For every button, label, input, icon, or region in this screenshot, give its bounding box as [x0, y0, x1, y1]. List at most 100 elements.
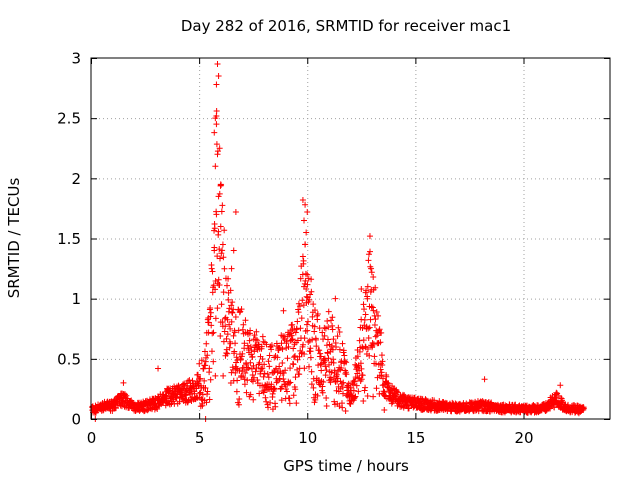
data-point [264, 371, 271, 378]
data-point [273, 365, 280, 372]
data-point [261, 370, 268, 377]
data-point [221, 328, 228, 335]
data-point [215, 228, 222, 235]
data-point [359, 372, 366, 379]
data-point [370, 341, 377, 348]
data-point [273, 379, 280, 386]
data-point [218, 208, 225, 215]
data-point [366, 233, 373, 240]
data-point [248, 347, 255, 354]
data-point [330, 336, 337, 343]
data-point [196, 360, 203, 367]
data-point [381, 406, 388, 413]
data-point [242, 317, 249, 324]
data-point [218, 301, 225, 308]
data-point [331, 367, 338, 374]
data-point [301, 283, 308, 290]
data-point [329, 346, 336, 353]
data-point [352, 393, 359, 400]
data-point [303, 229, 310, 236]
data-point [238, 306, 245, 313]
y-tick-label: 2 [71, 170, 81, 188]
data-point [368, 269, 375, 276]
data-point [265, 358, 272, 365]
data-point [239, 326, 246, 333]
data-point [301, 335, 308, 342]
data-point [302, 201, 309, 208]
data-point [365, 251, 372, 258]
data-point [235, 401, 242, 408]
data-point [208, 322, 215, 329]
data-point [210, 358, 217, 365]
data-point [369, 304, 376, 311]
data-point [323, 367, 330, 374]
data-point [215, 193, 222, 200]
data-point [260, 388, 267, 395]
data-point [289, 360, 296, 367]
data-point [220, 338, 227, 345]
data-point [280, 307, 287, 314]
data-point [250, 396, 257, 403]
data-point [317, 353, 324, 360]
data-point [375, 312, 382, 319]
data-point [368, 303, 375, 310]
data-point [253, 365, 260, 372]
data-point [219, 241, 226, 248]
data-point [259, 365, 266, 372]
data-point [270, 385, 277, 392]
data-point [456, 408, 463, 415]
data-point [279, 359, 286, 366]
data-point [308, 276, 315, 283]
data-point [217, 223, 224, 230]
y-tick-label: 1 [71, 290, 81, 308]
data-point [553, 389, 560, 396]
data-point [378, 329, 385, 336]
data-point [360, 397, 367, 404]
data-point [334, 333, 341, 340]
data-point [251, 332, 258, 339]
data-point [230, 247, 237, 254]
data-point [229, 299, 236, 306]
data-point [368, 265, 375, 272]
data-point [329, 314, 336, 321]
data-point [250, 362, 257, 369]
data-point [317, 361, 324, 368]
data-point [213, 107, 220, 114]
data-point [328, 317, 335, 324]
data-point [210, 282, 217, 289]
data-point [242, 370, 249, 377]
data-point [254, 337, 261, 344]
data-point [322, 372, 329, 379]
data-point [294, 356, 301, 363]
data-point [362, 311, 369, 318]
data-points [89, 61, 587, 422]
data-point [241, 381, 248, 388]
y-tick-label: 2.5 [57, 110, 81, 128]
data-point [202, 384, 209, 391]
data-point [358, 365, 365, 372]
data-point [203, 399, 210, 406]
data-point [282, 367, 289, 374]
data-point [202, 362, 209, 369]
data-point [394, 389, 401, 396]
data-point [199, 402, 206, 409]
data-point [212, 286, 219, 293]
data-point [304, 209, 311, 216]
data-point [226, 344, 233, 351]
data-point [231, 348, 238, 355]
data-point [263, 341, 270, 348]
data-point [300, 341, 307, 348]
data-point [431, 397, 438, 404]
data-point [228, 302, 235, 309]
data-point [254, 377, 261, 384]
data-point [239, 350, 246, 357]
data-point [215, 276, 222, 283]
data-point [261, 361, 268, 368]
data-point [246, 337, 253, 344]
data-point [336, 328, 343, 335]
data-point [309, 313, 316, 320]
data-point [318, 367, 325, 374]
data-point [322, 363, 329, 370]
data-point [347, 401, 354, 408]
